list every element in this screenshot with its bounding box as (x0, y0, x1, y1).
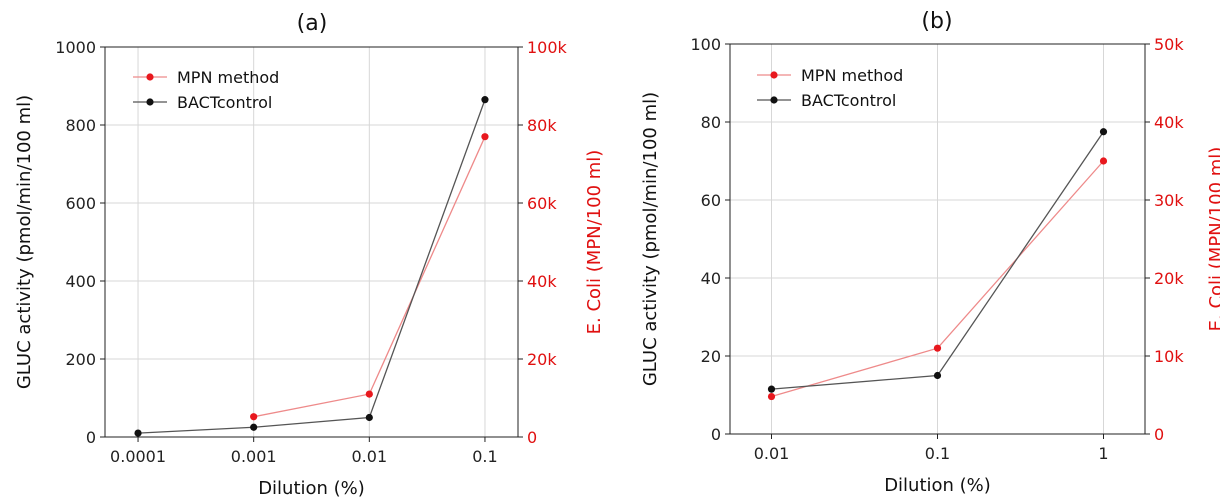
panel-title: (a) (297, 11, 328, 36)
x-tick-label: 0.0001 (110, 447, 166, 466)
x-tick-label: 0.001 (231, 447, 277, 466)
y-tick-label: 0 (86, 428, 96, 447)
x-tick-label: 0.01 (352, 447, 388, 466)
mpn-data-point (250, 413, 258, 421)
y-tick-label: 40 (701, 269, 721, 288)
y-tick-label: 200 (65, 350, 96, 369)
bact-data-point (365, 413, 373, 422)
bact-data-point (134, 429, 142, 437)
y-tick-label: 600 (65, 194, 96, 213)
y2-tick-label: 0 (1154, 425, 1164, 444)
x-axis-label: Dilution (%) (258, 478, 365, 499)
y2-tick-label: 50k (1154, 35, 1184, 54)
plot-frame (104, 46, 519, 438)
y-tick-label: 400 (65, 272, 96, 291)
x-tick-label: 0.1 (472, 447, 497, 466)
mpn-data-point (365, 390, 373, 398)
bact-series-line (138, 99, 486, 434)
legend-swatch-marker (146, 73, 154, 81)
legend-label: MPN method (177, 68, 279, 87)
legend-label: MPN method (801, 66, 903, 85)
legend-swatch-marker (770, 71, 778, 79)
y-tick-label: 100 (690, 35, 721, 54)
x-tick-label: 0.1 (925, 444, 950, 463)
bact-data-point (250, 423, 258, 431)
y-tick-label: 60 (701, 191, 721, 210)
y2-tick-label: 40k (1154, 113, 1184, 132)
mpn-data-point (933, 344, 942, 352)
y2-tick-label: 40k (527, 272, 557, 291)
bact-data-point (933, 371, 942, 380)
panel-title: (b) (921, 9, 952, 34)
y-axis-label: GLUC activity (pmol/min/100 ml) (14, 95, 35, 389)
chart-panel-b: 0 20 40 60 80 100 0 10k 20k 30k 40k 50k 0.01 0.1 1 (b) D… (640, 9, 1220, 496)
bact-data-point (767, 385, 776, 393)
x-tick-label: 0.01 (754, 444, 790, 463)
y-tick-label: 20 (701, 347, 721, 366)
y2-tick-label: 30k (1154, 191, 1184, 210)
legend-swatch-marker (146, 98, 154, 106)
y2-tick-label: 20k (527, 350, 557, 369)
bact-data-point (481, 96, 489, 104)
chart-panel-a: 0 200 400 600 800 1000 0 20k 40k 60k 80k 100k 0.0001… (14, 11, 605, 499)
y-tick-label: 800 (65, 116, 96, 135)
y2-tick-label: 20k (1154, 269, 1184, 288)
y-tick-label: 0 (711, 425, 721, 444)
mpn-data-point (481, 133, 489, 141)
y2-tick-label: 0 (527, 428, 537, 447)
y-axis-label: GLUC activity (pmol/min/100 ml) (640, 92, 661, 386)
legend-swatch-marker (770, 96, 778, 104)
x-axis-label: Dilution (%) (884, 475, 991, 496)
y-tick-label: 80 (701, 113, 721, 132)
y-tick-label: 1000 (55, 38, 96, 57)
legend-label: BACTcontrol (177, 93, 272, 112)
mpn-data-point (767, 392, 776, 401)
bact-data-point (1099, 128, 1108, 136)
mpn-data-point (1099, 157, 1108, 165)
y2-tick-label: 80k (527, 116, 557, 135)
legend-label: BACTcontrol (801, 91, 896, 110)
y2-tick-label: 60k (527, 194, 557, 213)
x-tick-label: 1 (1098, 444, 1108, 463)
y2-axis-label: E. Coli (MPN/100 ml) (1206, 147, 1220, 332)
y2-axis-label: E. Coli (MPN/100 ml) (584, 150, 605, 335)
y2-tick-label: 10k (1154, 347, 1184, 366)
y2-tick-label: 100k (527, 38, 568, 57)
